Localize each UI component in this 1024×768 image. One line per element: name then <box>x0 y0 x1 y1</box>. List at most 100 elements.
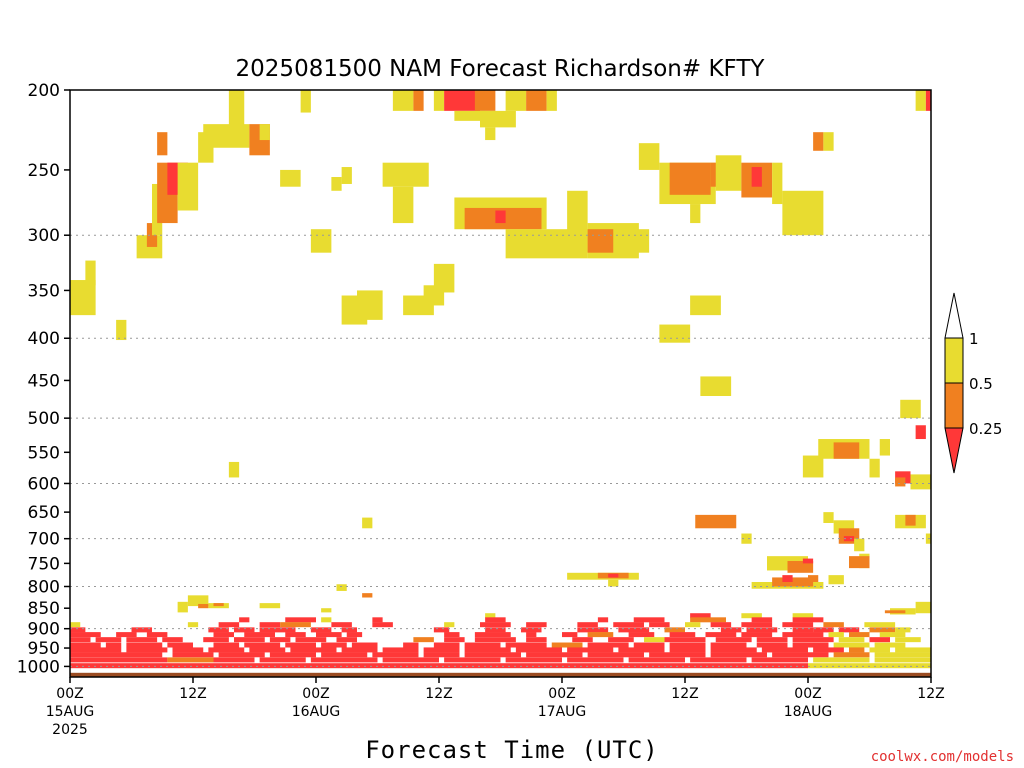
ri-cell <box>433 627 450 633</box>
ri-cell <box>782 632 824 638</box>
ri-cell <box>925 90 931 111</box>
ground-layer <box>70 672 931 677</box>
ri-cell <box>474 632 511 638</box>
ri-cell <box>884 610 906 614</box>
ri-cell <box>505 642 547 648</box>
ri-cell <box>162 637 183 643</box>
ri-cell <box>608 637 634 643</box>
y-tick-label: 650 <box>28 503 60 523</box>
ri-cell <box>444 90 480 111</box>
ri-cell <box>172 652 214 658</box>
ri-cell <box>787 560 814 573</box>
ri-cell <box>433 642 460 648</box>
ri-cell <box>669 642 706 648</box>
y-tick-label: 350 <box>28 281 60 301</box>
ri-cell <box>362 517 373 529</box>
ri-cell <box>900 399 921 419</box>
ri-cell <box>587 642 629 648</box>
ri-cell <box>741 632 773 638</box>
ri-cell <box>310 627 332 633</box>
ground-surface <box>70 672 931 677</box>
ri-cell <box>218 622 240 628</box>
ri-cell <box>874 657 931 663</box>
ri-cell <box>587 229 614 253</box>
y-tick-label: 450 <box>28 371 60 391</box>
ri-cell <box>833 642 870 648</box>
ri-cell <box>838 627 860 633</box>
ri-cell <box>372 617 383 623</box>
y-tick-label: 700 <box>28 530 60 550</box>
ri-cell <box>187 595 209 607</box>
ri-cell <box>382 162 429 187</box>
ri-cell <box>70 632 101 638</box>
x-tick-label: 18AUG <box>784 704 833 720</box>
ri-cell <box>228 90 245 128</box>
ri-cell <box>843 536 855 542</box>
ri-cell <box>874 652 931 658</box>
color-legend: 1 0.5 0.25 <box>944 292 1002 474</box>
legend-label: 0.5 <box>969 375 993 393</box>
ri-cell <box>618 627 650 633</box>
ri-cell <box>567 190 588 236</box>
y-tick-label: 500 <box>28 409 60 429</box>
x-tick-label: 17AUG <box>538 704 587 720</box>
x-tick-label: 00Z <box>548 686 575 702</box>
ri-cell <box>659 324 691 343</box>
ri-cell <box>633 229 650 253</box>
ri-cell <box>613 622 644 628</box>
ri-cell <box>741 533 752 544</box>
ri-cell <box>813 657 870 663</box>
ri-cell <box>751 657 808 663</box>
ri-cell <box>444 632 460 638</box>
ri-cell <box>259 627 296 633</box>
ri-cell <box>70 647 122 653</box>
ri-cell <box>362 593 373 598</box>
legend-triangle-top <box>944 292 964 339</box>
ri-cell <box>167 657 214 663</box>
ri-cell <box>464 652 521 658</box>
ri-cell <box>710 642 747 648</box>
ri-cell <box>331 622 352 628</box>
ri-cell <box>526 90 547 111</box>
ri-cell <box>690 295 721 316</box>
ri-cell <box>321 652 368 658</box>
ri-cell <box>131 627 152 633</box>
ri-cell <box>746 627 778 633</box>
ri-cell <box>521 627 542 633</box>
ri-cell <box>690 204 701 224</box>
ri-cell <box>105 642 122 648</box>
ri-cell <box>244 632 275 638</box>
ri-cell <box>910 474 931 490</box>
heatmap-cells <box>70 90 931 669</box>
ri-cell <box>792 637 834 643</box>
ri-cell <box>597 617 609 623</box>
ri-cell <box>849 632 870 638</box>
legend-label: 0.25 <box>969 420 1002 438</box>
ri-cell <box>95 637 122 643</box>
ri-cell <box>341 647 378 653</box>
ri-cell <box>577 622 598 628</box>
ri-cell <box>551 642 583 648</box>
ri-cell <box>495 210 506 224</box>
ri-cell <box>485 613 496 619</box>
ri-cell <box>480 110 516 128</box>
ri-cell <box>70 280 96 316</box>
ri-cell <box>649 622 670 628</box>
ri-cell <box>285 632 306 638</box>
ri-cell <box>618 647 665 653</box>
ri-cell <box>915 425 926 440</box>
y-tick-label: 550 <box>28 443 60 463</box>
ri-cell <box>587 632 614 638</box>
ri-cell <box>341 627 357 633</box>
ri-cell <box>126 647 168 653</box>
ri-cell <box>234 627 255 633</box>
ri-cell <box>187 622 199 628</box>
ri-cell <box>633 642 665 648</box>
legend-swatch <box>944 337 964 384</box>
ri-cell <box>70 642 101 648</box>
ri-cell <box>208 627 229 633</box>
ri-cell <box>382 647 419 653</box>
ri-cell <box>321 617 332 623</box>
ri-cell <box>628 657 685 663</box>
